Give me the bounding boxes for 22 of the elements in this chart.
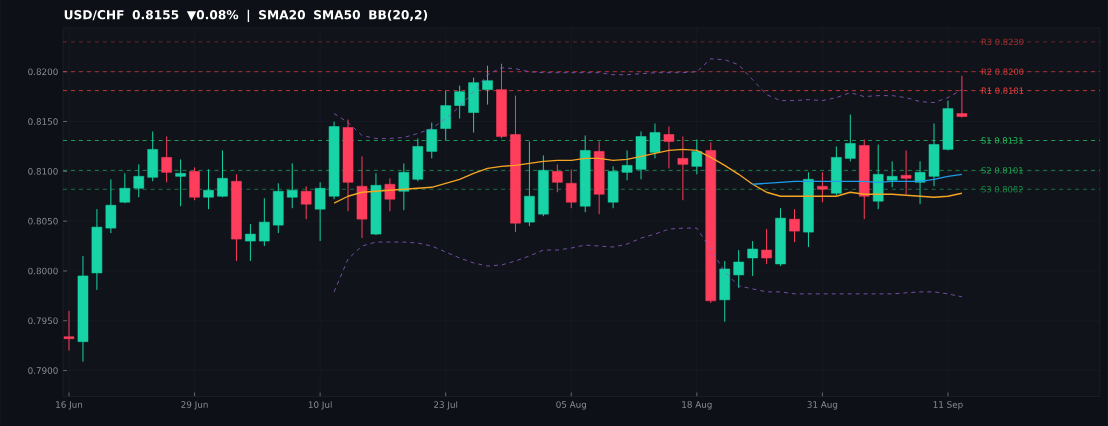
y-tick-label: 0.7900: [28, 367, 58, 374]
y-tick-label: 0.8150: [28, 118, 58, 125]
y-tick-label: 0.8000: [28, 267, 58, 275]
ref-line-label: R2 0.8200: [981, 68, 1024, 75]
y-tick-label: 0.7950: [28, 317, 58, 324]
x-tick-label: 18 Aug: [682, 401, 712, 410]
y-tick-label: 0.8200: [28, 68, 58, 75]
x-tick-label: 05 Aug: [556, 401, 586, 410]
chart-title: USD/CHF 0.8155 ▼0.08% | SMA20 SMA50 BB(20,2): [64, 9, 428, 22]
x-tick-label: 31 Aug: [807, 401, 838, 410]
y-tick-label: 0.8100: [28, 167, 58, 175]
x-tick-label: 23 Jul: [434, 400, 458, 410]
x-tick-label: 29 Jun: [181, 401, 208, 410]
x-tick-label: 10 Jul: [308, 400, 332, 410]
ref-line-label: S3 0.8082: [981, 185, 1023, 193]
x-tick-label: 16 Jun: [56, 401, 83, 410]
x-tick-label: 11 Sep: [933, 401, 963, 410]
ref-line-label: R1 0.8181: [981, 87, 1024, 94]
ref-line-label: S1 0.8131: [981, 137, 1023, 144]
ref-line-label: R3 0.8230: [981, 38, 1024, 45]
y-tick-label: 0.8050: [28, 217, 58, 225]
ref-line-label: S2 0.8101: [981, 167, 1023, 174]
